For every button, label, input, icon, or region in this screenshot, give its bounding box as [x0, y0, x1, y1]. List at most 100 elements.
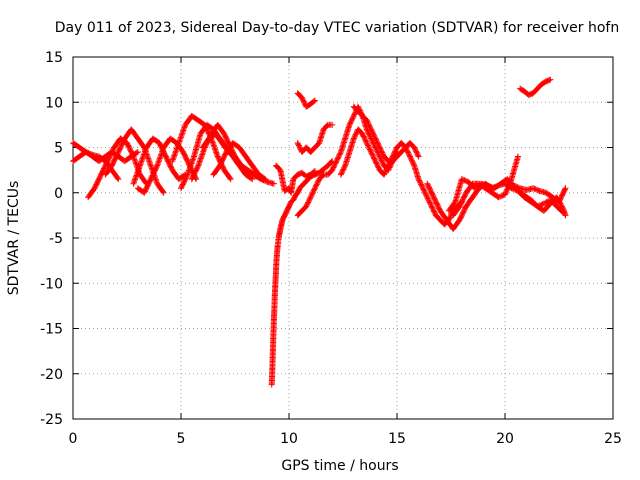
data-point: [556, 199, 563, 206]
data-point: [426, 199, 433, 206]
data-point: [332, 160, 339, 167]
data-point: [369, 128, 376, 135]
data-point: [411, 145, 418, 152]
data-point: [348, 117, 355, 124]
data-point: [338, 170, 345, 177]
data-point: [305, 199, 312, 206]
y-tick-label: 15: [45, 50, 63, 66]
data-point: [498, 193, 505, 200]
data-point: [362, 137, 369, 144]
data-point: [499, 192, 506, 199]
data-point: [392, 148, 399, 155]
data-point: [502, 191, 508, 198]
data-point: [361, 134, 368, 141]
data-point: [359, 130, 366, 137]
data-point: [366, 123, 373, 130]
data-point: [350, 112, 357, 119]
data-point: [337, 150, 344, 157]
data-point: [368, 149, 375, 156]
data-point: [333, 158, 340, 165]
data-point: [408, 157, 415, 164]
data-point: [495, 194, 502, 201]
data-point: [352, 132, 359, 139]
data-point: [409, 158, 416, 165]
chart-title: Day 011 of 2023, Sidereal Day-to-day VTE…: [55, 20, 619, 36]
data-point: [363, 117, 370, 124]
data-point: [381, 171, 388, 178]
data-point: [376, 143, 383, 150]
series-arc-15: [294, 90, 318, 110]
data-point: [365, 121, 372, 128]
data-point: [531, 185, 538, 192]
data-point: [313, 181, 320, 188]
data-point: [329, 167, 336, 174]
data-point: [340, 165, 347, 172]
data-point: [297, 145, 304, 152]
data-point: [514, 153, 521, 160]
data-point: [451, 199, 458, 206]
data-point: [379, 158, 386, 165]
x-tick-label: 5: [177, 431, 186, 447]
data-point: [558, 202, 565, 209]
data-point: [542, 199, 549, 206]
data-point: [553, 194, 560, 201]
data-point: [303, 202, 310, 209]
data-point: [461, 177, 468, 184]
y-tick-label: -15: [40, 322, 63, 338]
data-point: [430, 207, 437, 214]
data-point: [300, 98, 307, 105]
data-point: [530, 185, 537, 192]
data-point: [384, 165, 391, 172]
data-point: [261, 175, 268, 182]
data-point: [304, 200, 311, 207]
data-point: [370, 131, 377, 138]
data-point: [299, 96, 306, 103]
data-point: [313, 182, 320, 189]
data-point: [415, 176, 422, 183]
data-point: [427, 202, 434, 209]
data-point: [308, 192, 315, 199]
data-point: [428, 203, 435, 210]
data-point: [554, 195, 561, 202]
data-point: [462, 177, 469, 184]
data-point: [339, 169, 346, 176]
data-point: [298, 94, 305, 101]
data-point: [369, 152, 376, 159]
data-point: [377, 156, 384, 163]
data-point: [332, 159, 339, 166]
data-point: [535, 187, 542, 194]
data-point: [381, 170, 388, 177]
series-arc-10: [199, 130, 277, 187]
data-point: [416, 178, 423, 185]
data-point: [312, 183, 319, 190]
data-point: [371, 156, 378, 163]
data-point: [262, 176, 269, 183]
data-point: [311, 185, 318, 192]
data-point: [419, 185, 426, 192]
data-point: [496, 193, 503, 200]
x-tick-label: 10: [280, 431, 298, 447]
data-point: [429, 205, 436, 212]
data-point: [134, 149, 141, 156]
data-point: [294, 139, 301, 146]
series-arc-17: [337, 126, 465, 228]
data-point: [425, 196, 432, 203]
data-point: [351, 111, 358, 118]
x-tick-label: 0: [69, 431, 78, 447]
data-point: [331, 161, 338, 168]
data-point: [365, 143, 372, 150]
y-tick-label: 10: [45, 95, 63, 111]
data-point: [377, 147, 384, 154]
data-point: [562, 212, 569, 219]
data-point: [513, 183, 520, 190]
data-point: [559, 204, 566, 211]
data-point: [418, 181, 425, 188]
data-point: [373, 160, 380, 167]
series-arc-16: [294, 121, 336, 156]
series-arc-18: [350, 103, 422, 165]
data-point: [447, 214, 454, 221]
data-point: [346, 121, 353, 128]
data-point: [378, 157, 385, 164]
data-point: [460, 176, 467, 183]
data-point: [374, 140, 381, 147]
